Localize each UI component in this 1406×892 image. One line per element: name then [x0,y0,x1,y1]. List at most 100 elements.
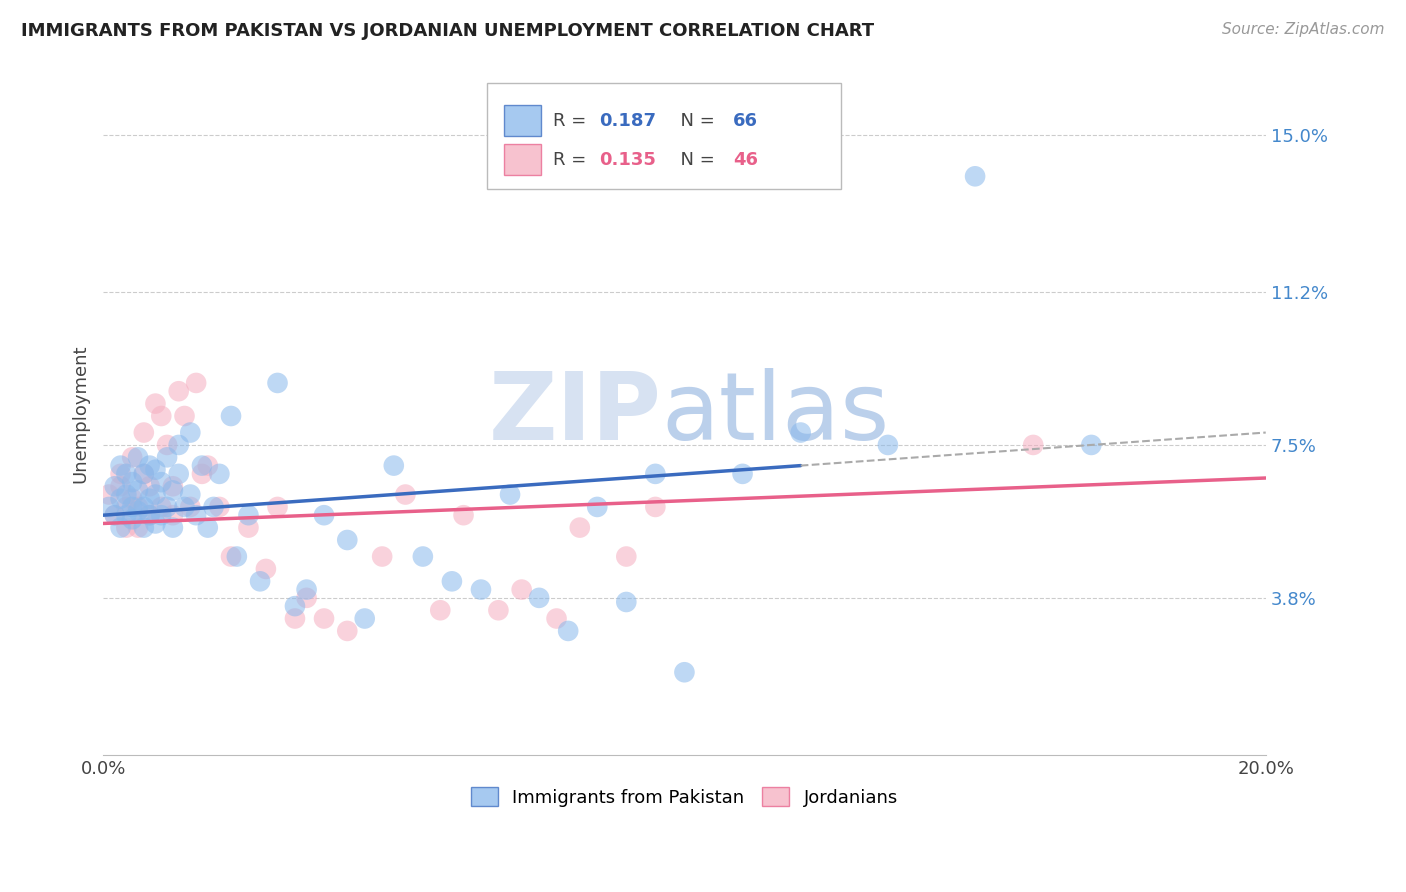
Point [104,508,127,523]
Point [173,409,195,423]
Text: ZIP: ZIP [488,368,661,460]
Point [202,500,225,514]
Point [312,611,335,625]
Point [394,487,416,501]
Text: Source: ZipAtlas.com: Source: ZipAtlas.com [1222,22,1385,37]
Point [557,624,579,638]
Point [197,520,219,534]
Point [167,438,190,452]
Point [614,549,637,564]
Point [673,665,696,680]
Point [219,549,242,564]
Point [1080,438,1102,452]
Point [145,516,167,531]
Point [789,425,811,440]
Point [429,603,451,617]
Text: atlas: atlas [661,368,890,460]
Text: N =: N = [669,151,721,169]
Point [121,475,143,490]
Point [486,603,509,617]
Point [162,520,184,534]
Point [97,487,120,501]
Point [121,450,143,465]
Point [295,582,318,597]
Point [527,591,550,605]
Point [499,487,522,501]
Point [138,508,160,523]
Point [295,591,318,605]
Point [121,512,143,526]
Point [186,508,208,523]
Point [162,483,184,498]
Point [208,500,231,514]
Point [877,438,900,452]
Point [132,425,155,440]
Point [173,500,195,514]
Point [336,624,359,638]
Point [162,479,184,493]
Point [179,487,201,501]
Point [162,508,184,523]
Point [121,491,143,506]
Point [586,500,609,514]
Point [644,500,666,514]
Point [145,487,167,501]
Point [191,467,214,481]
Point [115,467,138,481]
Point [382,458,405,473]
Point [440,574,463,589]
Point [167,467,190,481]
Point [145,463,167,477]
Point [644,467,666,481]
Text: R =: R = [553,151,592,169]
Point [97,500,120,514]
Legend: Immigrants from Pakistan, Jordanians: Immigrants from Pakistan, Jordanians [464,780,905,814]
Point [110,467,132,481]
Point [179,425,201,440]
Text: N =: N = [669,112,721,129]
Point [249,574,271,589]
Point [115,487,138,501]
Point [138,491,160,506]
Point [238,520,260,534]
Point [115,500,138,514]
Point [266,500,288,514]
Point [115,520,138,534]
Point [150,500,173,514]
Point [132,467,155,481]
Point [731,467,754,481]
Point [284,611,307,625]
Point [132,520,155,534]
Point [284,599,307,614]
Point [115,508,138,523]
Point [145,396,167,410]
Point [150,475,173,490]
Point [568,520,591,534]
Point [312,508,335,523]
Point [156,438,179,452]
Text: 0.135: 0.135 [599,151,657,169]
Point [156,450,179,465]
Text: 46: 46 [734,151,758,169]
Point [254,562,277,576]
Text: 0.187: 0.187 [599,112,657,129]
Point [614,595,637,609]
Point [219,409,242,423]
Point [965,169,987,184]
Point [238,508,260,523]
Point [132,467,155,481]
Point [470,582,492,597]
Point [453,508,475,523]
Point [371,549,394,564]
Y-axis label: Unemployment: Unemployment [72,344,89,483]
Point [104,479,127,493]
FancyBboxPatch shape [505,105,541,136]
FancyBboxPatch shape [486,83,841,189]
Point [412,549,434,564]
Text: IMMIGRANTS FROM PAKISTAN VS JORDANIAN UNEMPLOYMENT CORRELATION CHART: IMMIGRANTS FROM PAKISTAN VS JORDANIAN UN… [21,22,875,40]
Point [353,611,375,625]
Point [191,458,214,473]
Point [197,458,219,473]
Point [110,479,132,493]
Point [110,520,132,534]
